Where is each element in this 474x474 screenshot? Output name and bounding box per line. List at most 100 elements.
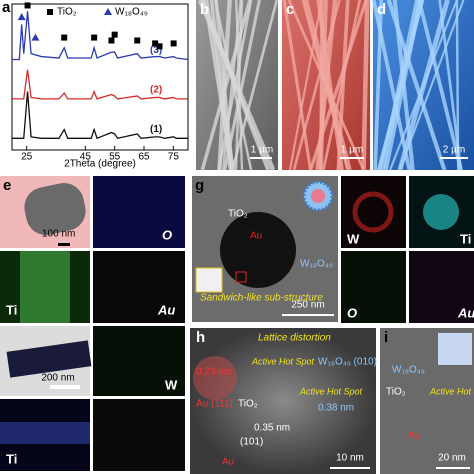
x-tick-label: 75 xyxy=(168,152,180,163)
zoom-box xyxy=(235,271,247,283)
series-label: (2) xyxy=(150,85,162,96)
xrd-chart: a 2Theta (degree) 25 45 55 65 75 (1) (2) (3) TiO… xyxy=(2,0,189,170)
xrd-trace xyxy=(12,69,188,100)
x-tick-label: 25 xyxy=(21,152,33,163)
x-tick-label: 45 xyxy=(80,152,92,163)
eds-map xyxy=(341,176,406,248)
fiber xyxy=(377,0,424,171)
fiber xyxy=(217,0,253,171)
fiber xyxy=(319,0,324,171)
map-label: O xyxy=(347,305,357,320)
peak-marker xyxy=(31,33,40,41)
fiber xyxy=(373,0,384,171)
legend-label: TiO₂ xyxy=(57,7,77,18)
map-label: Au xyxy=(157,302,175,317)
peak-marker xyxy=(111,31,118,38)
xrd-trace xyxy=(12,91,188,140)
eds-signal xyxy=(20,251,70,323)
fiber xyxy=(417,0,463,171)
spacing-label: 0.35 nm xyxy=(254,423,290,434)
map-label: Ti xyxy=(460,231,471,246)
hrtem-image xyxy=(190,328,376,474)
scale-label: 250 nm xyxy=(291,300,324,311)
inset-schematic xyxy=(195,267,223,293)
scale-label: 100 nm xyxy=(42,229,75,240)
eds-map xyxy=(93,176,185,248)
hot-spot-label: Active Hot Spot xyxy=(251,356,315,366)
fiber xyxy=(361,0,370,171)
eds-map xyxy=(93,399,185,471)
fiber xyxy=(223,0,261,171)
au-region xyxy=(193,356,237,400)
panel-letter: e xyxy=(3,177,11,194)
spacing-label: 0.38 nm xyxy=(318,403,354,414)
label: Au xyxy=(408,431,420,442)
nanofiber xyxy=(6,340,92,378)
scale-label: 1 µm xyxy=(251,145,273,156)
xrd-trace xyxy=(12,11,189,61)
peak-marker xyxy=(156,43,163,50)
panel-letter: i xyxy=(384,329,388,346)
panel-letter: g xyxy=(195,177,204,194)
scale-label: 2 µm xyxy=(443,145,465,156)
label: TiO₂ xyxy=(238,399,258,410)
fiber xyxy=(282,0,312,171)
peak-marker xyxy=(17,13,26,21)
peak-marker xyxy=(170,40,177,47)
legend-symbol xyxy=(104,8,112,15)
eds-signal xyxy=(0,422,90,444)
label: TiO₂ xyxy=(228,209,248,220)
scale-bar xyxy=(50,385,80,389)
map-label: W xyxy=(347,231,360,246)
peak-marker xyxy=(152,40,159,47)
fiber xyxy=(303,0,352,171)
plane-label: Au (111) xyxy=(196,399,233,410)
legend-label: W₁₈O₄₉ xyxy=(115,7,148,18)
fiber xyxy=(336,0,350,171)
eds-signal xyxy=(423,194,459,230)
label: W₁₈O₄₉ xyxy=(392,365,425,376)
fiber xyxy=(221,0,243,171)
panel-letter: h xyxy=(196,329,205,346)
hot-spot-label: Active Hot Spot xyxy=(299,386,363,396)
fiber xyxy=(455,0,460,171)
plot-frame xyxy=(11,3,189,151)
map-label: Ti xyxy=(6,302,17,317)
scale-bar xyxy=(58,243,70,246)
panel-letter: a xyxy=(2,0,11,16)
peak-marker xyxy=(108,37,115,44)
hot-spot-label: Active Hot Spot xyxy=(429,386,474,396)
eds-map xyxy=(93,251,185,323)
panel-letter: b xyxy=(200,1,209,18)
fiber xyxy=(398,0,465,171)
schematic xyxy=(311,189,325,203)
peak-marker xyxy=(61,34,68,41)
plane-label: (101) xyxy=(240,437,263,448)
eds-map xyxy=(93,326,185,396)
scale-label: 10 nm xyxy=(336,453,364,464)
series-label: (3) xyxy=(150,45,162,56)
fibers xyxy=(197,0,465,171)
map-label: Au xyxy=(457,305,474,320)
nanofiber xyxy=(24,183,86,235)
eds-map xyxy=(341,251,406,323)
x-axis-label: 2Theta (degree) xyxy=(64,159,136,170)
eds-map xyxy=(409,251,474,323)
core-shell-particle xyxy=(220,212,296,288)
fiber xyxy=(292,0,341,171)
scale-label: 1 µm xyxy=(341,145,363,156)
legend-symbol xyxy=(47,9,53,15)
label: Au xyxy=(250,231,262,242)
map-label: O xyxy=(162,227,172,242)
map-label: W xyxy=(165,377,178,392)
fiber xyxy=(231,0,279,171)
label: TiO₂ xyxy=(386,387,406,398)
title: Lattice distortion xyxy=(258,333,331,344)
eds-signal xyxy=(352,191,394,233)
scale-label: 20 nm xyxy=(438,453,466,464)
inset-schematic xyxy=(438,333,472,365)
scale-label: 200 nm xyxy=(41,373,74,384)
label: W₁₈O₄₉ xyxy=(300,259,333,270)
plane-label: W₁₈O₄₉ (010) xyxy=(318,357,377,368)
